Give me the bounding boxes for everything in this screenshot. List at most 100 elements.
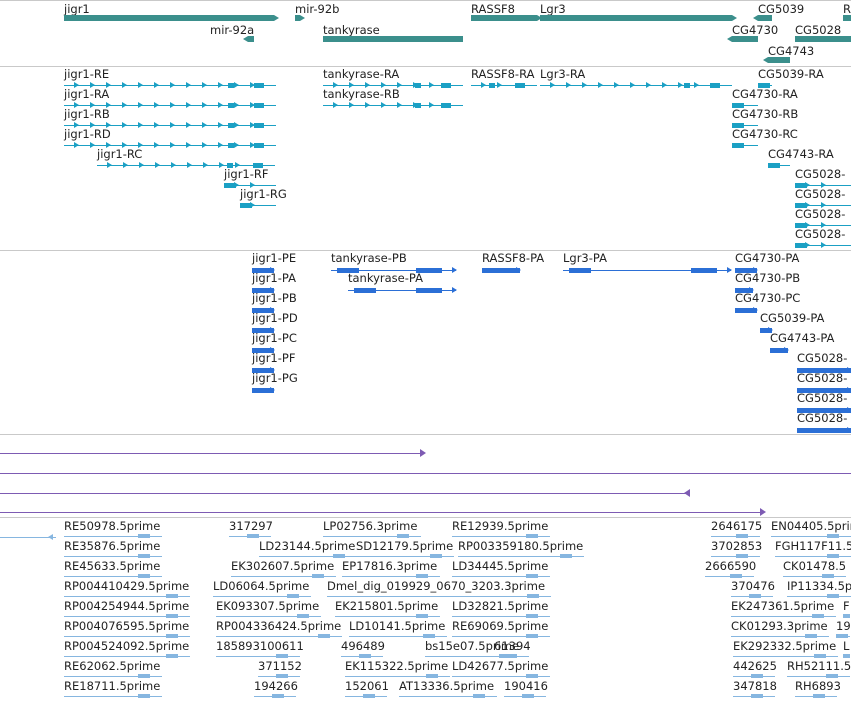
gene-label[interactable]: jigr1 <box>64 2 90 16</box>
protein-feature-exon[interactable] <box>797 408 851 413</box>
est-label[interactable]: 317297 <box>229 519 273 533</box>
est-label[interactable]: F <box>843 599 850 613</box>
gene-label[interactable]: CG5028 <box>795 23 842 37</box>
gene-bar[interactable] <box>795 36 851 42</box>
transcript-feature-exon[interactable] <box>228 123 234 128</box>
est-label[interactable]: EK215801.5prime <box>335 599 439 613</box>
est-alignment[interactable] <box>327 596 551 597</box>
est-alignment[interactable] <box>733 656 838 657</box>
est-alignment[interactable] <box>458 556 584 557</box>
transcript-label[interactable]: CG5028- <box>795 167 846 181</box>
est-label[interactable]: RP004254944.5prime <box>64 599 190 613</box>
est-exon[interactable] <box>166 634 178 638</box>
est-label[interactable]: LD10141.5prime <box>349 619 446 633</box>
est-exon[interactable] <box>822 574 834 578</box>
est-exon[interactable] <box>138 694 150 698</box>
est-alignment[interactable] <box>399 696 497 697</box>
protein-label[interactable]: CG5028- <box>797 391 848 405</box>
cdna-alignment[interactable] <box>0 473 851 474</box>
est-exon[interactable] <box>827 594 839 598</box>
cdna-alignment[interactable] <box>0 493 690 494</box>
protein-feature-exon[interactable] <box>482 268 520 273</box>
transcript-feature-line[interactable] <box>471 85 537 86</box>
protein-feature-exon[interactable] <box>569 268 591 273</box>
transcript-label[interactable]: jigr1-RD <box>64 127 111 141</box>
transcript-feature-exon[interactable] <box>228 83 234 88</box>
transcript-feature-line[interactable] <box>732 125 758 126</box>
est-label[interactable]: 370476 <box>731 579 775 593</box>
transcript-label[interactable]: tankyrase-RA <box>323 67 400 81</box>
protein-feature-exon[interactable] <box>252 308 274 313</box>
cdna-alignment[interactable] <box>0 512 760 513</box>
transcript-label[interactable]: CG4730-RB <box>732 107 799 121</box>
est-exon[interactable] <box>430 554 442 558</box>
est-exon[interactable] <box>359 654 371 658</box>
protein-label[interactable]: tankyrase-PB <box>331 251 407 265</box>
transcript-feature-exon[interactable] <box>228 143 234 148</box>
est-exon[interactable] <box>527 594 539 598</box>
est-label[interactable]: 152061 <box>345 679 389 693</box>
protein-label[interactable]: CG5039-PA <box>760 311 825 325</box>
transcript-feature-exon[interactable] <box>710 83 720 88</box>
transcript-feature-line[interactable] <box>732 145 758 146</box>
est-label[interactable]: RE35876.5prime <box>64 539 161 553</box>
est-label[interactable]: EN04405.5prime <box>771 519 851 533</box>
protein-feature-exon[interactable] <box>735 308 757 313</box>
est-exon[interactable] <box>526 534 538 538</box>
transcript-feature-exon[interactable] <box>732 143 744 148</box>
est-exon[interactable] <box>423 634 435 638</box>
est-label[interactable]: EP17816.3prime <box>342 559 438 573</box>
est-label[interactable]: RE69069.5prime <box>452 619 549 633</box>
est-label[interactable]: EK302607.5prime <box>231 559 335 573</box>
est-label[interactable]: LD06064.5prime <box>213 579 310 593</box>
est-label[interactable]: RP004524092.5prime <box>64 639 190 653</box>
est-exon[interactable] <box>312 574 324 578</box>
est-label[interactable]: SD12179.5prime <box>356 539 454 553</box>
transcript-feature-exon[interactable] <box>441 103 451 108</box>
est-label[interactable]: EK247361.5prime <box>731 599 835 613</box>
est-exon[interactable] <box>843 654 850 658</box>
est-exon[interactable] <box>814 654 826 658</box>
transcript-feature-exon[interactable] <box>253 163 263 168</box>
gene-bar[interactable] <box>248 36 254 42</box>
est-label[interactable]: 61394 <box>494 639 531 653</box>
transcript-feature-line[interactable] <box>323 85 463 86</box>
transcript-feature-exon[interactable] <box>254 103 264 108</box>
protein-feature-exon[interactable] <box>252 348 274 353</box>
transcript-feature-line[interactable] <box>540 85 732 86</box>
protein-feature-exon[interactable] <box>760 328 772 333</box>
transcript-feature-exon[interactable] <box>227 163 233 168</box>
transcript-feature-exon[interactable] <box>758 83 770 88</box>
transcript-feature-exon[interactable] <box>228 103 234 108</box>
est-alignment[interactable] <box>64 676 162 677</box>
est-label[interactable]: LP02756.3prime <box>323 519 418 533</box>
protein-label[interactable]: CG4730-PC <box>735 291 801 305</box>
protein-label[interactable]: jigr1-PD <box>252 311 298 325</box>
transcript-feature-exon[interactable] <box>415 103 421 108</box>
gene-bar[interactable] <box>843 15 851 21</box>
transcript-feature-exon[interactable] <box>254 83 264 88</box>
protein-feature-exon[interactable] <box>252 388 274 393</box>
est-exon[interactable] <box>522 694 534 698</box>
est-exon[interactable] <box>751 694 763 698</box>
est-exon[interactable] <box>166 614 178 618</box>
est-label[interactable]: 347818 <box>733 679 777 693</box>
est-exon[interactable] <box>827 554 839 558</box>
est-exon[interactable] <box>526 674 538 678</box>
est-alignment[interactable] <box>64 656 190 657</box>
gene-label[interactable]: mir-92b <box>295 2 340 16</box>
est-exon[interactable] <box>333 554 345 558</box>
transcript-label[interactable]: jigr1-RG <box>240 187 287 201</box>
transcript-feature-exon[interactable] <box>240 203 252 208</box>
transcript-label[interactable]: CG5028- <box>795 187 846 201</box>
transcript-label[interactable]: CG4730-RA <box>732 87 798 101</box>
transcript-feature-exon[interactable] <box>515 83 525 88</box>
est-alignment[interactable] <box>349 636 447 637</box>
protein-feature-line[interactable] <box>348 290 456 291</box>
est-exon[interactable] <box>363 694 375 698</box>
est-label[interactable]: RH52111.5 <box>787 659 851 673</box>
protein-feature-exon[interactable] <box>735 288 753 293</box>
est-alignment[interactable] <box>775 556 851 557</box>
transcript-feature-line[interactable] <box>732 105 758 106</box>
est-label[interactable]: RE12939.5prime <box>452 519 549 533</box>
